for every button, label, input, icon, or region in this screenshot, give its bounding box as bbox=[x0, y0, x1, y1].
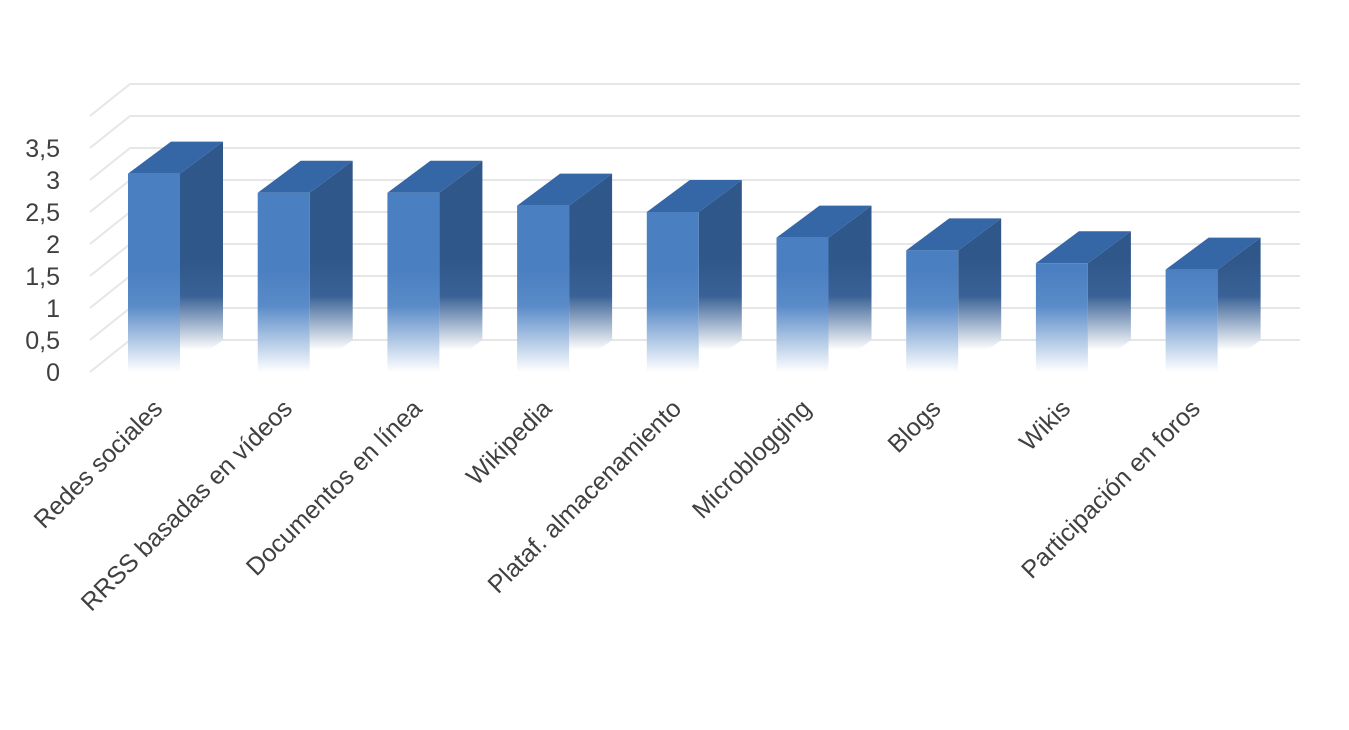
bar-front bbox=[257, 192, 310, 372]
bar-top bbox=[387, 160, 483, 193]
y-tick-label: 3 bbox=[46, 167, 60, 195]
y-tick-label: 0 bbox=[46, 359, 60, 387]
bar-side bbox=[698, 180, 742, 372]
bar-front bbox=[776, 237, 829, 372]
x-tick-label: Wikipedia bbox=[461, 394, 557, 490]
bar bbox=[906, 218, 1002, 372]
x-tick-label: Blogs bbox=[882, 394, 946, 458]
y-tick-label: 1,5 bbox=[25, 263, 60, 291]
bar-front bbox=[128, 173, 180, 372]
x-tick-label: RRSS basadas en vídeos bbox=[76, 394, 298, 616]
bar-front bbox=[1165, 269, 1218, 372]
bar bbox=[387, 160, 483, 372]
bar-front bbox=[906, 250, 959, 372]
grid-line bbox=[89, 115, 1300, 149]
bar-side bbox=[1087, 231, 1131, 372]
bar-side bbox=[180, 141, 223, 372]
bar bbox=[776, 205, 872, 372]
bar-side bbox=[439, 160, 483, 372]
bar-top bbox=[257, 160, 353, 193]
bar bbox=[1035, 231, 1131, 372]
y-tick-label: 3,5 bbox=[25, 135, 60, 163]
bar-front bbox=[646, 212, 699, 372]
bar-top bbox=[1165, 237, 1261, 270]
bar-top bbox=[906, 218, 1002, 251]
bar bbox=[517, 173, 613, 372]
bar-front bbox=[387, 192, 440, 372]
bar-top bbox=[776, 205, 872, 238]
x-tick-label: Redes sociales bbox=[29, 394, 169, 534]
bar-top bbox=[517, 173, 613, 206]
bar bbox=[646, 180, 742, 372]
bar-front bbox=[1035, 263, 1088, 372]
y-tick-label: 2 bbox=[46, 231, 60, 259]
bar-top bbox=[1035, 231, 1131, 264]
grid-line bbox=[89, 83, 1300, 117]
bar bbox=[128, 141, 223, 372]
bar-side bbox=[828, 205, 872, 372]
bar-side bbox=[569, 173, 613, 372]
y-tick-label: 0,5 bbox=[25, 327, 60, 355]
bar-side bbox=[1217, 237, 1261, 372]
bar bbox=[1165, 237, 1261, 372]
bar-top bbox=[128, 141, 223, 174]
bar bbox=[257, 160, 353, 372]
bar-front bbox=[517, 205, 570, 372]
x-tick-label: Microblogging bbox=[687, 394, 817, 524]
y-tick-label: 2,5 bbox=[25, 199, 60, 227]
x-tick-label: Wikis bbox=[1014, 394, 1076, 456]
y-tick-label: 1 bbox=[46, 295, 60, 323]
grid-line bbox=[89, 147, 1300, 181]
bar-side bbox=[309, 160, 353, 372]
bar-top bbox=[646, 180, 742, 212]
bar-side bbox=[958, 218, 1002, 372]
